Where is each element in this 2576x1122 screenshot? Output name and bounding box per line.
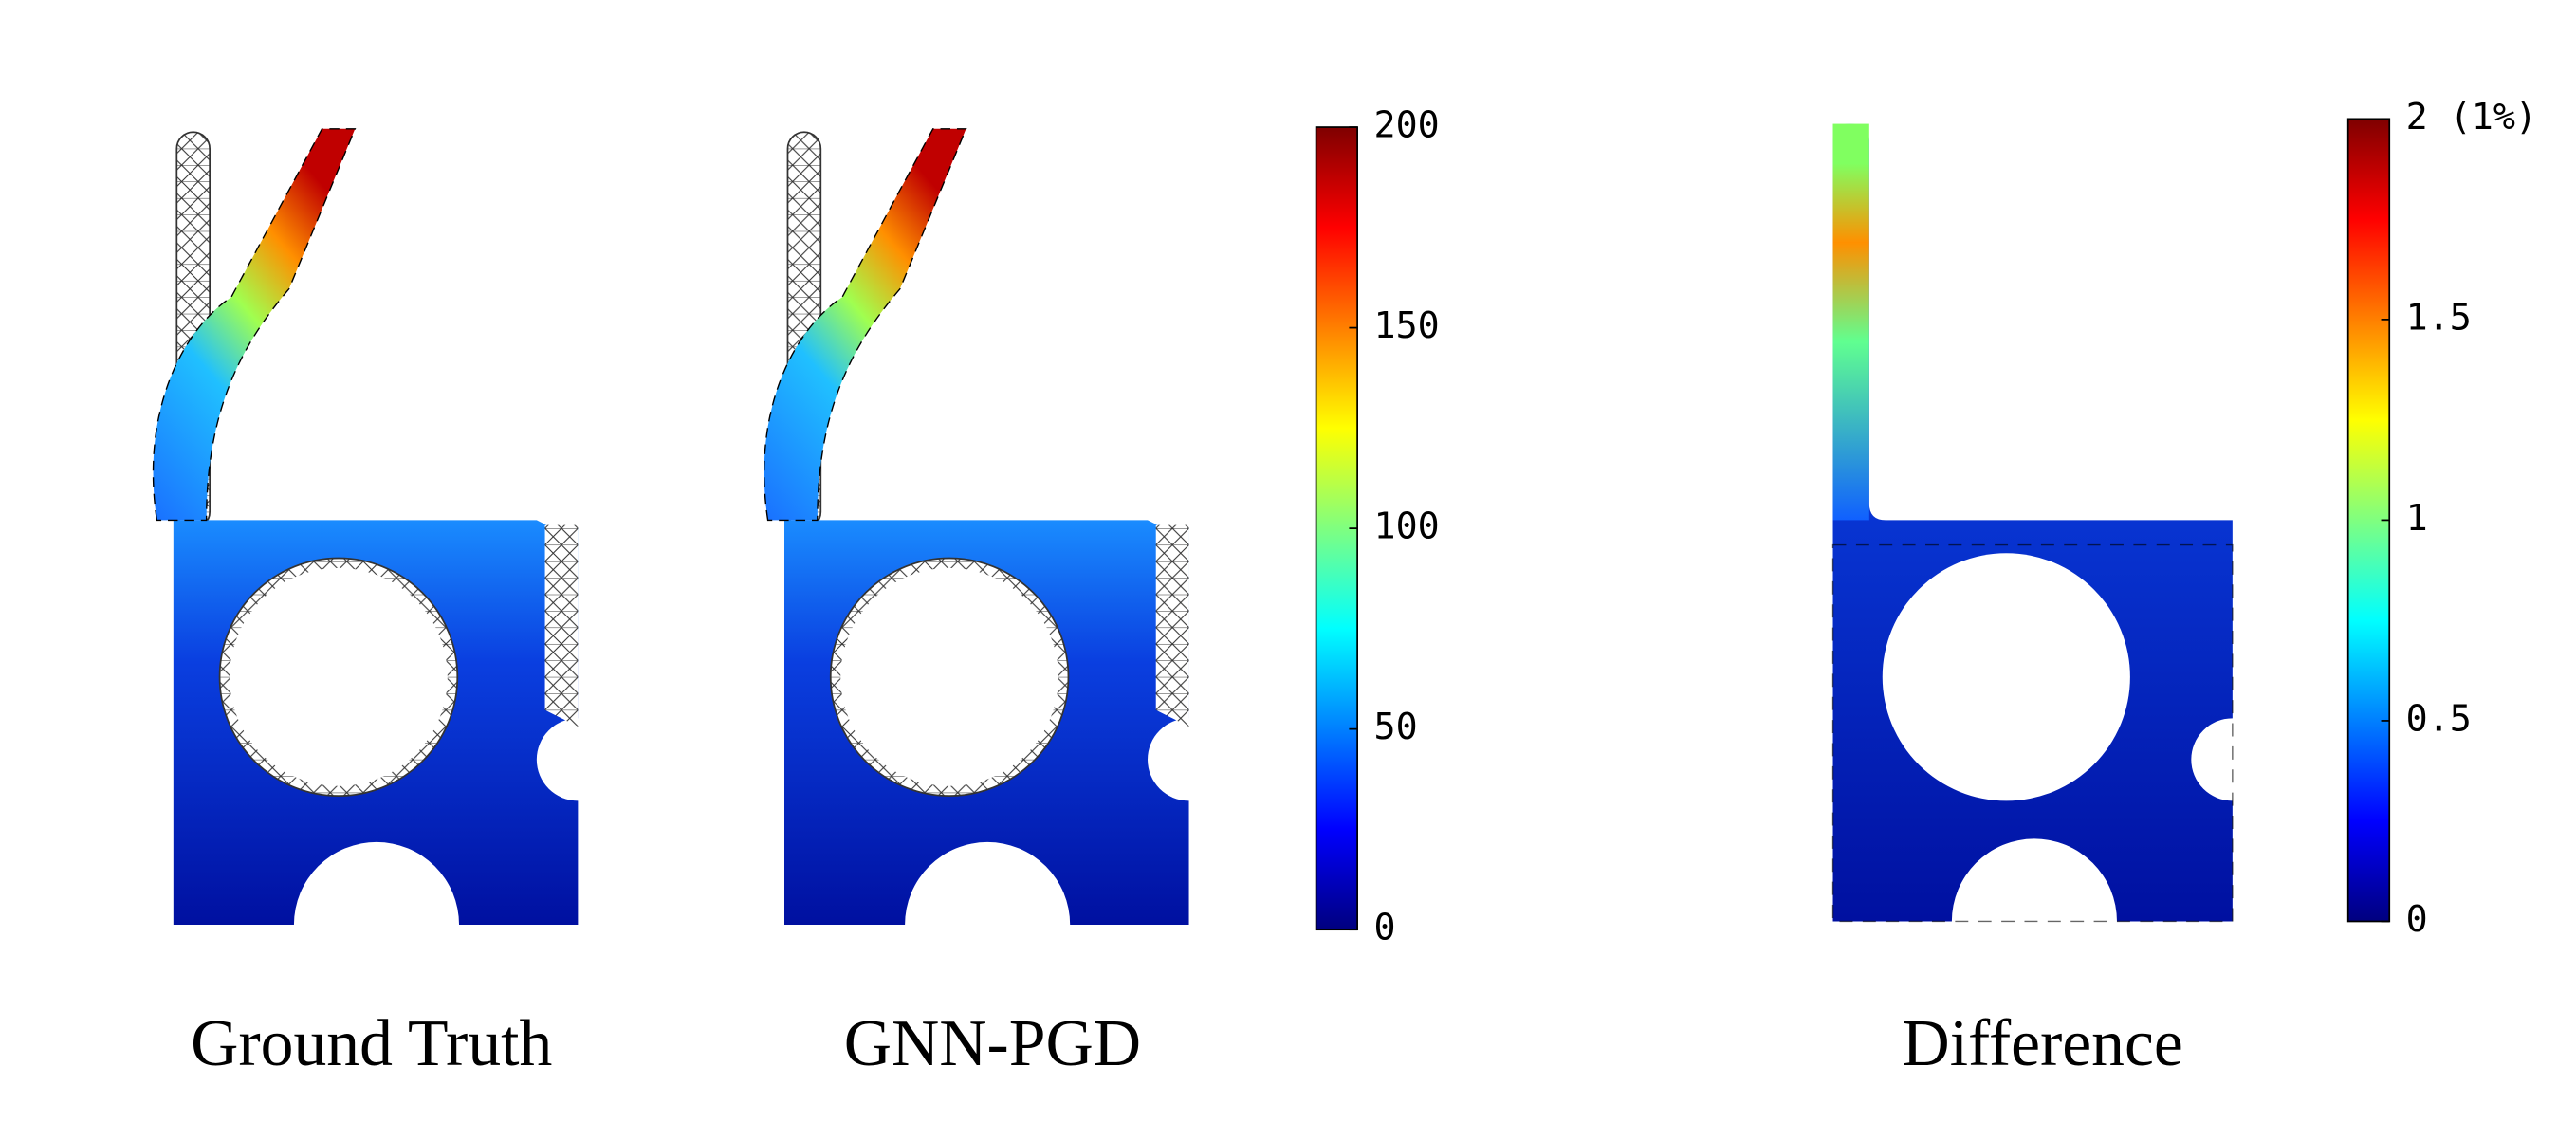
colorbar-tick-label: 1 bbox=[2406, 497, 2428, 540]
difference-field bbox=[1831, 123, 2274, 923]
colorbar-tick-label: 2 (1%) bbox=[2406, 96, 2537, 138]
colorbar-tick-label: 0.5 bbox=[2406, 697, 2472, 740]
ground-truth-field bbox=[152, 127, 620, 926]
colorbar-tick-label: 1.5 bbox=[2406, 296, 2472, 339]
colorbar-tick-label: 100 bbox=[1374, 506, 1440, 548]
colorbar-tick-label: 0 bbox=[2406, 898, 2428, 941]
colorbar-tick-label: 0 bbox=[1374, 907, 1396, 949]
colorbar-tick-label: 150 bbox=[1374, 304, 1440, 347]
colorbar-tick-label: 50 bbox=[1374, 706, 1418, 748]
panel-title: GNN-PGD bbox=[844, 1007, 1141, 1080]
colorbar-tick-label: 200 bbox=[1374, 104, 1440, 147]
gnn-pgd-field bbox=[763, 127, 1231, 926]
panel-title: Difference bbox=[1902, 1007, 2182, 1080]
panel-title: Ground Truth bbox=[191, 1007, 552, 1080]
